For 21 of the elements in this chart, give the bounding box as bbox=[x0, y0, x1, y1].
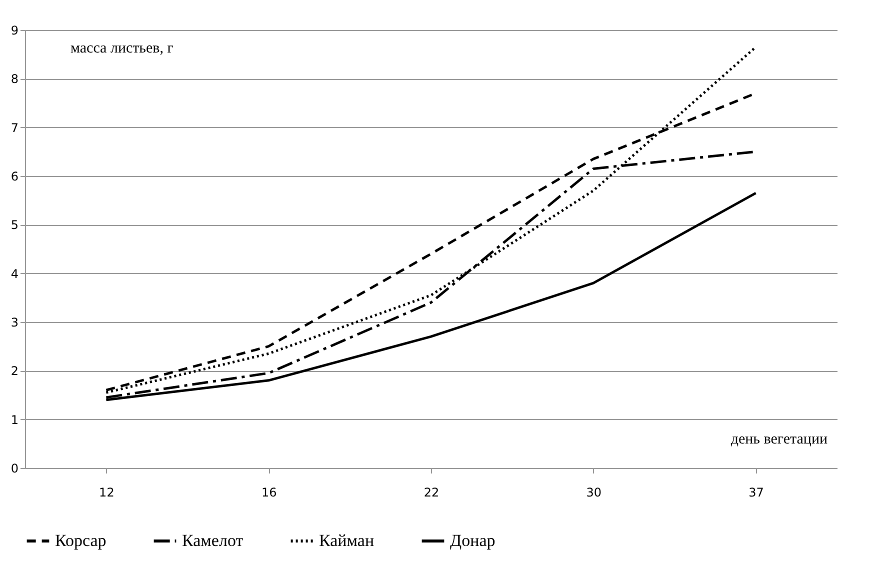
legend-label: Корсар bbox=[55, 531, 106, 550]
legend-label: Донар bbox=[450, 531, 496, 550]
y-tick-label: 4 bbox=[10, 266, 18, 281]
y-axis-title: масса листьев, г bbox=[70, 40, 174, 56]
x-tick-label: 37 bbox=[748, 486, 764, 500]
x-tick-label: 22 bbox=[424, 486, 440, 500]
y-tick-label: 3 bbox=[10, 316, 18, 330]
y-tick-label: 6 bbox=[10, 170, 18, 184]
y-tick-label: 7 bbox=[10, 120, 18, 135]
legend-label: Кайман bbox=[319, 531, 374, 550]
x-axis-title: день вегетации bbox=[730, 432, 828, 448]
y-tick-label: 1 bbox=[10, 412, 18, 427]
y-tick-label: 9 bbox=[10, 24, 18, 38]
legend-label: Камелот bbox=[182, 531, 244, 550]
y-tick-label: 8 bbox=[10, 72, 18, 86]
x-tick-label: 30 bbox=[586, 486, 602, 500]
y-tick-label: 5 bbox=[10, 218, 18, 232]
x-tick-label: 16 bbox=[261, 486, 277, 500]
y-tick-label: 2 bbox=[10, 364, 18, 378]
x-tick-label: 12 bbox=[99, 486, 114, 500]
y-tick-label: 0 bbox=[10, 462, 18, 476]
